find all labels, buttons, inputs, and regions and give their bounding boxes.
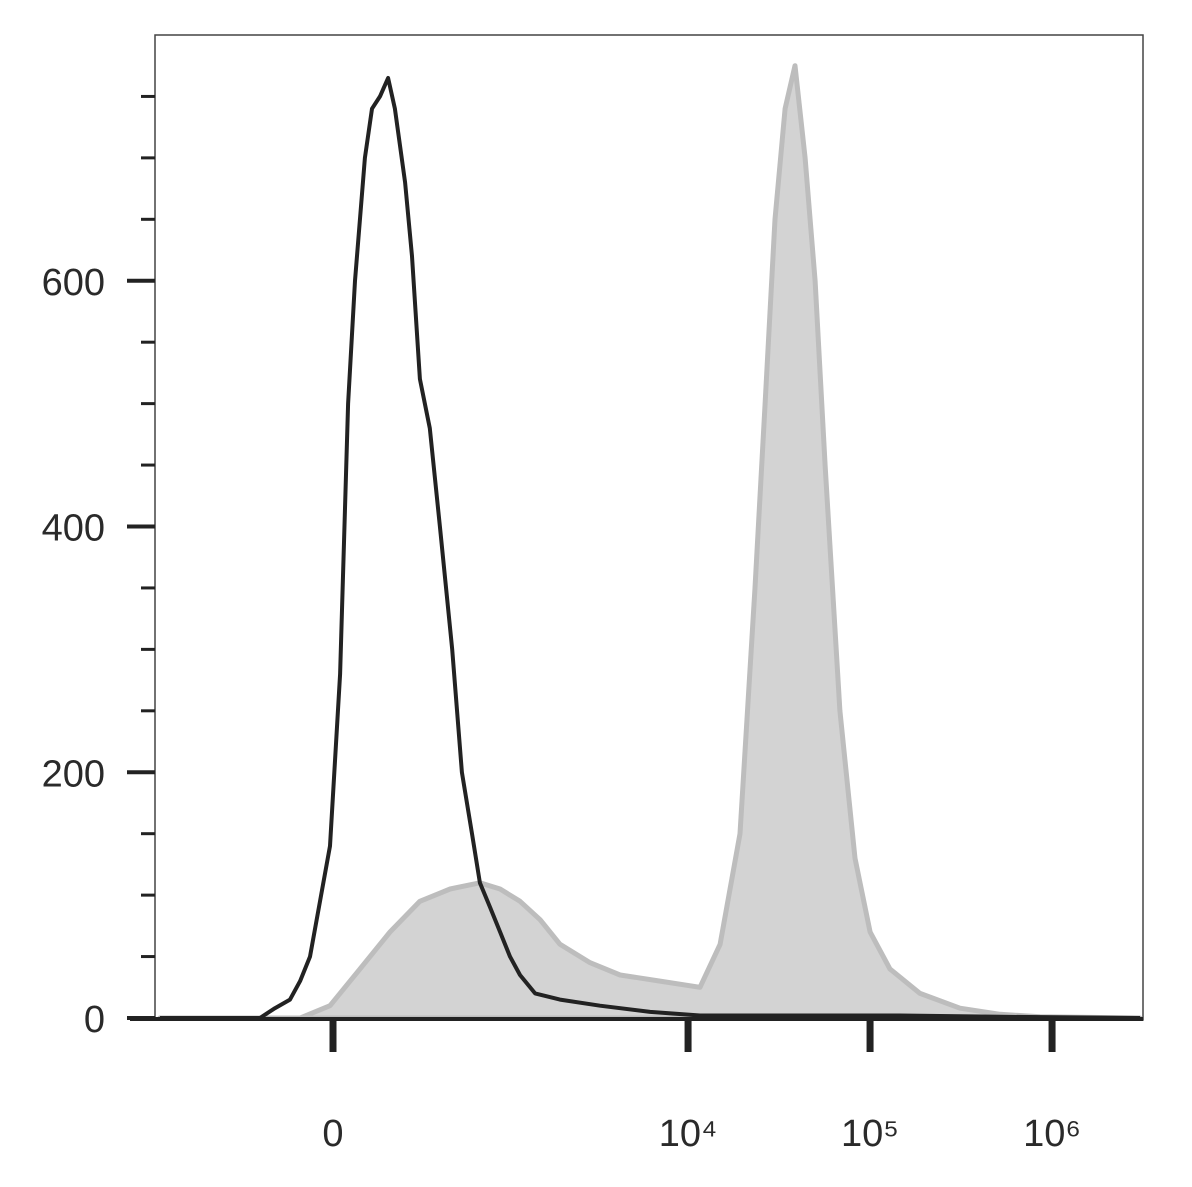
x-tick-label: 10⁵ <box>841 1113 899 1155</box>
plot-frame <box>154 34 1144 1021</box>
y-tick-label: 200 <box>42 753 105 795</box>
x-tick-label: 0 <box>322 1113 343 1155</box>
x-tick-label: 10⁴ <box>659 1113 718 1155</box>
y-tick-label: 400 <box>42 508 105 550</box>
y-tick-label: 600 <box>42 262 105 304</box>
x-tick-label: 10⁶ <box>1023 1113 1081 1155</box>
histogram-line <box>159 76 1141 1020</box>
y-tick-label: 0 <box>84 999 105 1041</box>
histogram-area <box>157 63 1143 1021</box>
